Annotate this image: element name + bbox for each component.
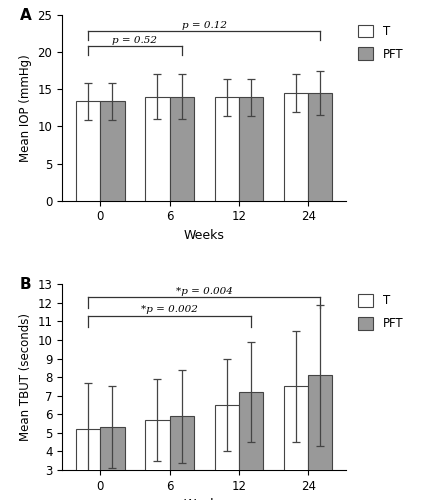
Legend: T, PFT: T, PFT <box>358 24 403 61</box>
X-axis label: Weeks: Weeks <box>184 229 225 242</box>
Bar <box>145 420 170 500</box>
Bar <box>100 428 124 500</box>
Bar <box>145 96 170 200</box>
Bar <box>308 93 333 200</box>
Bar <box>170 96 194 200</box>
Bar <box>308 376 333 500</box>
Bar <box>100 101 124 200</box>
Bar <box>214 405 239 500</box>
Bar <box>239 98 263 200</box>
Y-axis label: Mean TBUT (seconds): Mean TBUT (seconds) <box>19 313 32 441</box>
X-axis label: Weeks: Weeks <box>184 498 225 500</box>
Y-axis label: Mean IOP (mmHg): Mean IOP (mmHg) <box>19 54 32 162</box>
Bar <box>76 101 100 200</box>
Text: A: A <box>20 8 31 22</box>
Bar <box>239 392 263 500</box>
Legend: T, PFT: T, PFT <box>358 294 403 330</box>
Bar <box>284 386 308 500</box>
Text: p = 0.52: p = 0.52 <box>112 36 158 44</box>
Text: B: B <box>20 277 31 292</box>
Bar <box>214 98 239 200</box>
Text: *p = 0.004: *p = 0.004 <box>176 287 233 296</box>
Bar <box>284 93 308 200</box>
Text: *p = 0.002: *p = 0.002 <box>141 306 198 314</box>
Bar <box>170 416 194 500</box>
Text: p = 0.12: p = 0.12 <box>182 21 227 30</box>
Bar <box>76 429 100 500</box>
